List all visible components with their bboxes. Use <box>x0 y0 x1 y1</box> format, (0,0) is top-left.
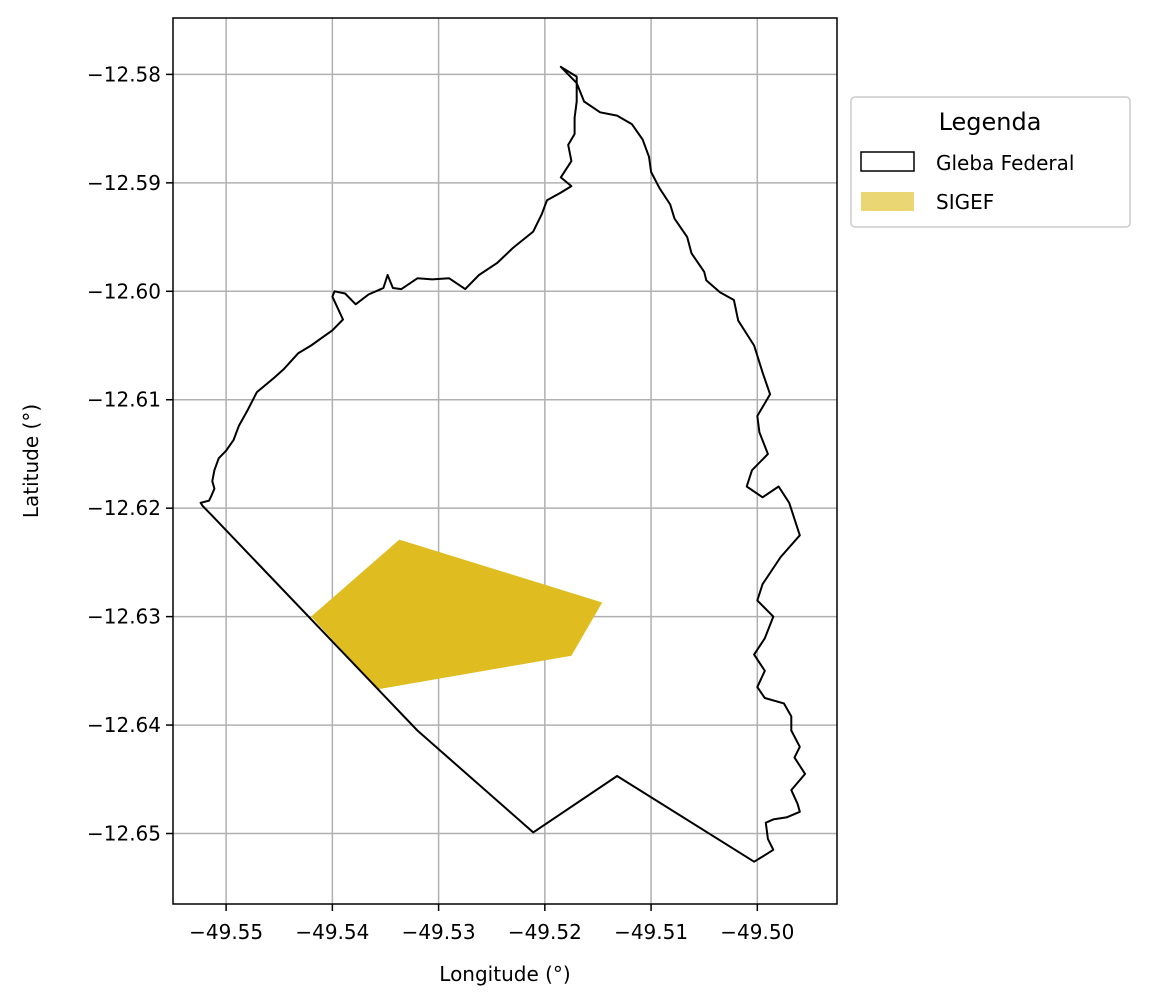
plot-frame <box>172 17 838 905</box>
x-tick-label: −49.53 <box>402 920 476 944</box>
y-tick-label: −12.61 <box>87 388 161 412</box>
x-axis-title: Longitude (°) <box>439 962 570 986</box>
x-tick-label: −49.50 <box>720 920 794 944</box>
y-tick-label: −12.58 <box>87 62 161 86</box>
grid-lines <box>173 18 837 904</box>
legend-title: Legenda <box>939 108 1042 136</box>
legend-label-gleba-federal: Gleba Federal <box>936 151 1074 175</box>
x-tick-label: −49.55 <box>189 920 263 944</box>
y-tick-label: −12.62 <box>87 496 161 520</box>
y-tick-label: −12.64 <box>87 713 161 737</box>
x-tick-label: −49.54 <box>295 920 369 944</box>
y-tick-label: −12.63 <box>87 605 161 629</box>
legend-swatch-sigef <box>861 192 914 211</box>
gleba-federal-polygon <box>199 65 807 863</box>
x-tick-label: −49.51 <box>614 920 688 944</box>
y-tick-label: −12.59 <box>87 171 161 195</box>
legend-box <box>850 96 1131 228</box>
sigef-polygon <box>311 539 603 690</box>
x-axis-ticks: −49.55 −49.54 −49.53 −49.52 −49.51 −49.50 <box>189 904 794 944</box>
y-axis-title: Latitude (°) <box>19 404 43 518</box>
y-axis-ticks: −12.58 −12.59 −12.60 −12.61 −12.62 −12.63 −12.… <box>87 62 173 846</box>
y-tick-label: −12.65 <box>87 822 161 846</box>
legend-swatch-gleba-federal <box>860 151 915 172</box>
y-tick-label: −12.60 <box>87 279 161 303</box>
x-tick-label: −49.52 <box>508 920 582 944</box>
legend: Legenda Gleba Federal SIGEF <box>850 96 1131 228</box>
legend-label-sigef: SIGEF <box>936 190 994 214</box>
